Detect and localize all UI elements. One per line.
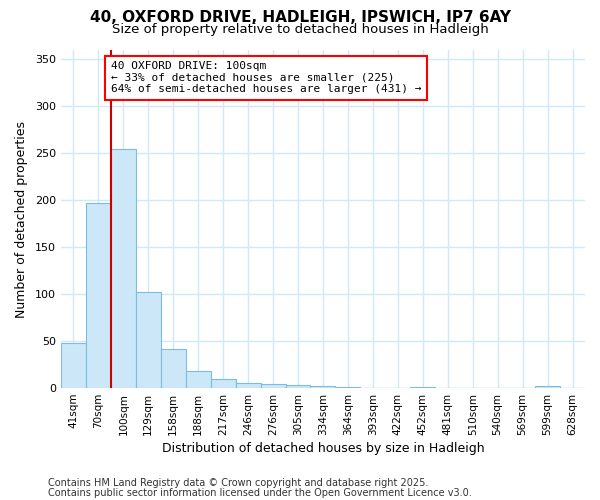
Bar	[211, 378, 236, 388]
Bar	[535, 386, 560, 388]
Bar	[260, 384, 286, 388]
Text: Contains public sector information licensed under the Open Government Licence v3: Contains public sector information licen…	[48, 488, 472, 498]
Bar	[335, 387, 361, 388]
Bar	[310, 386, 335, 388]
Bar	[61, 343, 86, 388]
Y-axis label: Number of detached properties: Number of detached properties	[15, 120, 28, 318]
X-axis label: Distribution of detached houses by size in Hadleigh: Distribution of detached houses by size …	[161, 442, 484, 455]
Bar	[236, 384, 260, 388]
Bar	[86, 203, 111, 388]
Bar	[410, 387, 435, 388]
Bar	[136, 292, 161, 388]
Text: Size of property relative to detached houses in Hadleigh: Size of property relative to detached ho…	[112, 22, 488, 36]
Bar	[286, 386, 310, 388]
Bar	[111, 148, 136, 388]
Bar	[161, 348, 186, 388]
Text: 40, OXFORD DRIVE, HADLEIGH, IPSWICH, IP7 6AY: 40, OXFORD DRIVE, HADLEIGH, IPSWICH, IP7…	[89, 10, 511, 25]
Bar	[186, 371, 211, 388]
Text: 40 OXFORD DRIVE: 100sqm
← 33% of detached houses are smaller (225)
64% of semi-d: 40 OXFORD DRIVE: 100sqm ← 33% of detache…	[111, 62, 421, 94]
Text: Contains HM Land Registry data © Crown copyright and database right 2025.: Contains HM Land Registry data © Crown c…	[48, 478, 428, 488]
